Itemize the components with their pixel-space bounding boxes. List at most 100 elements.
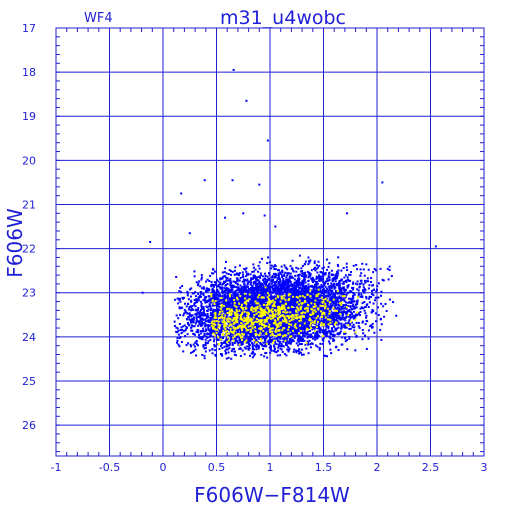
blue-star-point [334, 280, 337, 283]
blue-star-point [301, 274, 304, 277]
blue-star-point [274, 273, 277, 276]
blue-star-point [324, 299, 327, 302]
blue-star-point [328, 286, 331, 289]
blue-star-point [337, 309, 340, 312]
blue-star-point [230, 317, 233, 320]
blue-star-point [299, 302, 302, 305]
blue-star-point [239, 288, 242, 291]
blue-star-point [202, 299, 205, 302]
blue-star-point [176, 331, 179, 334]
blue-star-point [273, 297, 276, 300]
blue-star-point [240, 309, 243, 312]
blue-star-point [228, 326, 231, 329]
blue-star-point [311, 291, 314, 294]
blue-star-point [294, 331, 297, 334]
blue-star-point [257, 344, 260, 347]
blue-star-point [216, 318, 219, 321]
blue-star-point [190, 345, 193, 348]
blue-star-point [236, 322, 239, 325]
blue-star-point [226, 345, 229, 348]
blue-star-point [328, 342, 331, 345]
blue-star-point [205, 305, 208, 308]
blue-star-point [281, 330, 284, 333]
blue-star-point [181, 285, 184, 288]
blue-star-point [242, 275, 245, 278]
blue-star-point [299, 351, 302, 354]
blue-star-point [300, 328, 303, 331]
blue-star-point [188, 232, 191, 235]
blue-star-point [348, 335, 351, 338]
blue-star-point [337, 296, 340, 299]
blue-star-point [243, 346, 246, 349]
blue-star-point [214, 354, 217, 357]
blue-star-point [279, 279, 282, 282]
blue-star-point [318, 315, 321, 318]
blue-star-point [210, 334, 213, 337]
blue-star-point [270, 323, 273, 326]
blue-star-point [332, 282, 335, 285]
blue-star-point [207, 325, 210, 328]
blue-star-point [260, 274, 263, 277]
blue-star-point [319, 309, 322, 312]
blue-star-point [318, 285, 321, 288]
blue-star-point [230, 337, 233, 340]
blue-star-point [316, 301, 319, 304]
blue-star-point [262, 347, 265, 350]
blue-star-point [313, 279, 316, 282]
blue-star-point [341, 286, 344, 289]
blue-star-point [237, 274, 240, 277]
blue-star-point [313, 336, 316, 339]
blue-star-point [263, 330, 266, 333]
blue-star-point [202, 327, 205, 330]
blue-star-point [300, 348, 303, 351]
blue-star-point [204, 299, 207, 302]
blue-star-point [287, 289, 290, 292]
blue-star-point [187, 298, 190, 301]
blue-star-point [251, 288, 254, 291]
blue-star-point [388, 265, 391, 268]
blue-star-point [337, 316, 340, 319]
blue-star-point [363, 334, 366, 337]
blue-star-point [371, 308, 374, 311]
blue-star-point [286, 274, 289, 277]
blue-star-point [254, 322, 257, 325]
blue-star-point [314, 269, 317, 272]
blue-star-point [345, 262, 348, 265]
blue-star-point [316, 334, 319, 337]
blue-star-point [209, 330, 212, 333]
blue-star-point [324, 308, 327, 311]
blue-star-point [204, 318, 207, 321]
blue-star-point [256, 303, 259, 306]
blue-star-point [246, 345, 249, 348]
blue-star-point [199, 310, 202, 313]
blue-star-point [289, 265, 292, 268]
blue-star-point [284, 282, 287, 285]
blue-star-point [249, 288, 252, 291]
blue-star-point [219, 330, 222, 333]
blue-star-point [331, 273, 334, 276]
blue-star-point [293, 278, 296, 281]
blue-star-point [241, 349, 244, 352]
blue-star-point [202, 307, 205, 310]
blue-star-point [195, 343, 198, 346]
blue-star-point [302, 312, 305, 315]
blue-star-point [351, 300, 354, 303]
blue-star-point [280, 291, 283, 294]
blue-star-point [226, 296, 229, 299]
blue-star-point [234, 324, 237, 327]
blue-star-point [270, 264, 273, 267]
blue-star-point [241, 291, 244, 294]
blue-star-point [217, 338, 220, 341]
blue-star-point [281, 350, 284, 353]
blue-star-point [298, 283, 301, 286]
blue-star-point [315, 264, 318, 267]
blue-star-point [332, 313, 335, 316]
blue-star-point [263, 282, 266, 285]
blue-star-point [311, 290, 314, 293]
blue-star-point [230, 327, 233, 330]
blue-star-point [343, 290, 346, 293]
blue-star-point [205, 280, 208, 283]
blue-star-point [229, 297, 232, 300]
blue-star-point [212, 272, 215, 275]
